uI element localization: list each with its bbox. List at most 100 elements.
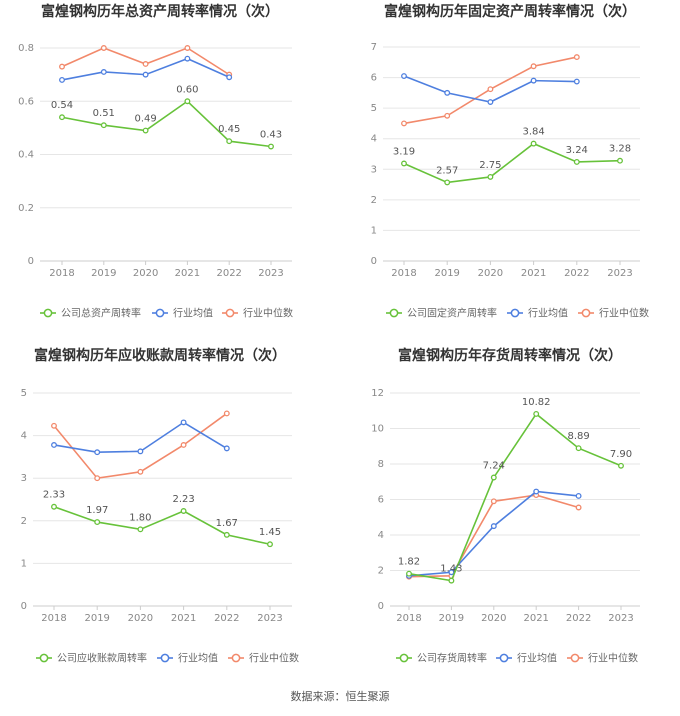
legend-item-industry-median[interactable]: 行业中位数 (228, 652, 299, 665)
legend-item-industry-average[interactable]: 行业均值 (157, 652, 218, 665)
y-tick-label: 0.2 (18, 203, 34, 214)
x-tick-label: 2022 (566, 613, 591, 624)
x-tick-label: 2020 (478, 268, 503, 279)
y-tick-label: 0.4 (18, 150, 34, 161)
chart-panel-3: 富煌钢构历年应收账款周转率情况（次） 0 1 2 3 4 5 2018 2019 2020 2021… (21, 347, 299, 665)
data-point (448, 569, 455, 576)
data-point (94, 519, 101, 526)
legend-marker (39, 653, 49, 663)
y-tick-label: 6 (371, 73, 377, 84)
legend-marker (510, 308, 520, 318)
series-line-industry-average (53, 421, 228, 454)
data-point (94, 449, 101, 456)
legend-marker (155, 308, 165, 318)
x-tick-label: 2023 (607, 268, 632, 279)
x-tick-label: 2021 (523, 613, 548, 624)
x-tick-label: 2018 (391, 268, 416, 279)
data-point (530, 140, 537, 147)
legend-marker (570, 653, 580, 663)
data-point (406, 570, 412, 577)
legend-label: 公司应收账款周转率 (57, 652, 147, 665)
legend-item-industry-average[interactable]: 行业均值 (496, 652, 557, 665)
data-label: 1.82 (398, 557, 420, 568)
legend-item-company[interactable]: 公司存货周转率 (396, 652, 487, 665)
legend-label: 行业均值 (178, 652, 218, 665)
legend-label: 行业中位数 (243, 307, 293, 320)
legend-label: 行业均值 (517, 652, 557, 665)
data-source-note: 数据来源：恒生聚源 (291, 689, 390, 703)
data-point (487, 173, 494, 180)
y-tick-label: 4 (21, 431, 27, 442)
data-point (573, 54, 580, 61)
data-point (184, 98, 191, 105)
data-point (94, 475, 101, 482)
data-point (444, 89, 451, 96)
x-tick-label: 2022 (214, 613, 239, 624)
chart-panel-2: 富煌钢构历年固定资产周转率情况（次） 0 1 2 3 4 5 6 7 2018 2019 2020 20… (371, 3, 649, 320)
data-point (142, 127, 149, 134)
data-label: 3.19 (393, 146, 415, 157)
legend-item-industry-median[interactable]: 行业中位数 (567, 652, 638, 665)
series-line-company (408, 412, 622, 582)
y-tick-label: 3 (21, 473, 27, 484)
y-tick-label: 5 (371, 103, 377, 114)
data-label: 0.43 (260, 130, 282, 141)
x-tick-label: 2023 (258, 268, 283, 279)
legend-item-industry-median[interactable]: 行业中位数 (578, 307, 649, 320)
y-tick-label: 5 (21, 388, 27, 399)
data-point (51, 422, 57, 429)
legend-item-company[interactable]: 公司固定资产周转率 (386, 307, 497, 320)
chart-panel-4: 富煌钢构历年存货周转率情况（次） 0 2 4 6 8 10 12 2018 2019 2020 202… (371, 347, 640, 665)
y-tick-label: 4 (371, 134, 377, 145)
legend-marker (499, 653, 509, 663)
y-tick-label: 0 (371, 256, 377, 267)
legend-item-company[interactable]: 公司应收账款周转率 (36, 652, 147, 665)
legend-label: 行业中位数 (599, 307, 649, 320)
x-tick-label: 2018 (49, 268, 74, 279)
data-label: 7.90 (610, 449, 632, 460)
data-point (223, 531, 230, 538)
data-point (533, 488, 540, 495)
chart-title: 富煌钢构历年应收账款周转率情况（次） (34, 347, 286, 364)
data-label: 10.82 (522, 397, 551, 408)
data-point (137, 448, 144, 455)
data-point (401, 120, 407, 127)
data-point (184, 45, 191, 51)
x-tick-label: 2018 (396, 613, 421, 624)
y-tick-label: 0 (21, 601, 27, 612)
legend-label: 公司存货周转率 (417, 652, 487, 665)
data-label: 0.45 (218, 124, 240, 135)
x-tick-label: 2020 (128, 613, 153, 624)
series-line-industry-median (53, 412, 228, 480)
legend-marker (43, 308, 53, 318)
x-tick-label: 2018 (41, 613, 66, 624)
legend-item-industry-average[interactable]: 行业均值 (152, 307, 213, 320)
x-tick-label: 2019 (91, 268, 116, 279)
series-line-company (53, 505, 271, 546)
y-tick-label: 6 (378, 495, 384, 506)
data-point (401, 160, 407, 167)
data-point (226, 74, 233, 81)
x-tick-label: 2023 (257, 613, 282, 624)
data-point (184, 55, 191, 62)
legend-item-company[interactable]: 公司总资产周转率 (40, 307, 141, 320)
x-tick-label: 2019 (439, 613, 464, 624)
data-point (573, 78, 580, 85)
y-tick-label: 2 (371, 195, 377, 206)
data-point (487, 86, 494, 93)
data-point (59, 76, 65, 83)
data-point (268, 143, 274, 150)
y-tick-label: 1 (21, 558, 27, 569)
data-point (226, 138, 233, 145)
legend-item-industry-median[interactable]: 行业中位数 (222, 307, 293, 320)
y-tick-label: 0 (378, 601, 384, 612)
data-label: 8.89 (567, 431, 589, 442)
legend-marker (160, 653, 170, 663)
data-label: 1.80 (129, 512, 151, 523)
data-point (51, 503, 57, 510)
data-label: 0.54 (51, 100, 73, 111)
y-tick-label: 3 (371, 164, 377, 175)
legend-item-industry-average[interactable]: 行业均值 (507, 307, 568, 320)
data-point (490, 498, 497, 505)
